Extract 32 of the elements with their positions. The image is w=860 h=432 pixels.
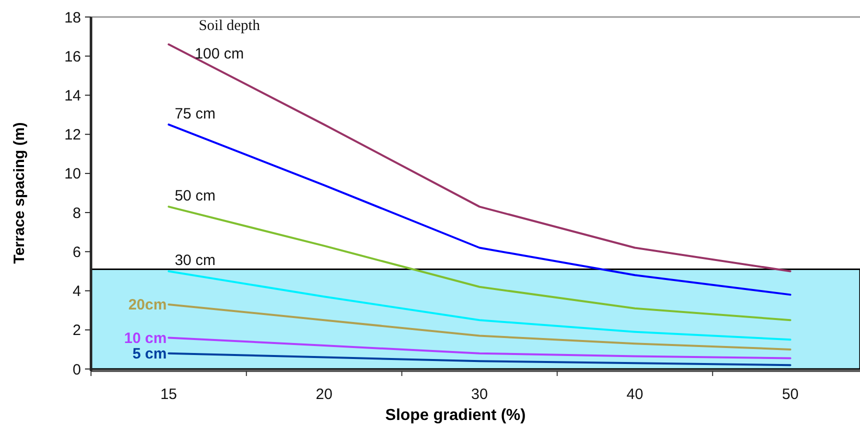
line-series xyxy=(168,270,792,341)
y-axis-title: Terrace spacing (m) xyxy=(11,122,28,264)
y-tick-label: 10 xyxy=(64,166,81,183)
y-tick-label: 18 xyxy=(64,9,81,26)
line-series xyxy=(168,352,792,366)
line-series xyxy=(168,303,792,350)
series-label: 30 cm xyxy=(174,252,216,270)
y-tick-label: 0 xyxy=(72,361,81,378)
line-series xyxy=(168,124,792,296)
series-label: 10 cm xyxy=(124,330,167,347)
series-label: 50 cm xyxy=(174,188,216,205)
series-label: 20cm xyxy=(128,296,167,314)
series-label: 5 cm xyxy=(132,346,167,363)
x-tick-label: 20 xyxy=(316,386,332,403)
x-tick-label: 50 xyxy=(782,386,799,403)
line-series xyxy=(168,336,792,360)
y-tick-label: 2 xyxy=(72,322,81,340)
line-series xyxy=(168,43,792,272)
x-tick-label: 30 xyxy=(471,386,488,403)
legend-title: Soil depth xyxy=(198,18,260,34)
y-tick-label: 14 xyxy=(64,87,81,104)
line-series xyxy=(168,206,792,322)
series-label: 100 cm xyxy=(194,45,244,62)
y-tick-label: 16 xyxy=(64,48,81,66)
x-axis-title: Slope gradient (%) xyxy=(385,407,526,424)
x-tick-label: 40 xyxy=(626,386,644,403)
y-tick-label: 6 xyxy=(72,244,81,261)
y-tick-label: 8 xyxy=(72,204,81,222)
x-tick-label: 15 xyxy=(160,386,178,403)
y-tick-label: 12 xyxy=(64,126,81,144)
y-tick-label: 4 xyxy=(72,283,81,300)
series-label: 75 cm xyxy=(174,106,216,123)
